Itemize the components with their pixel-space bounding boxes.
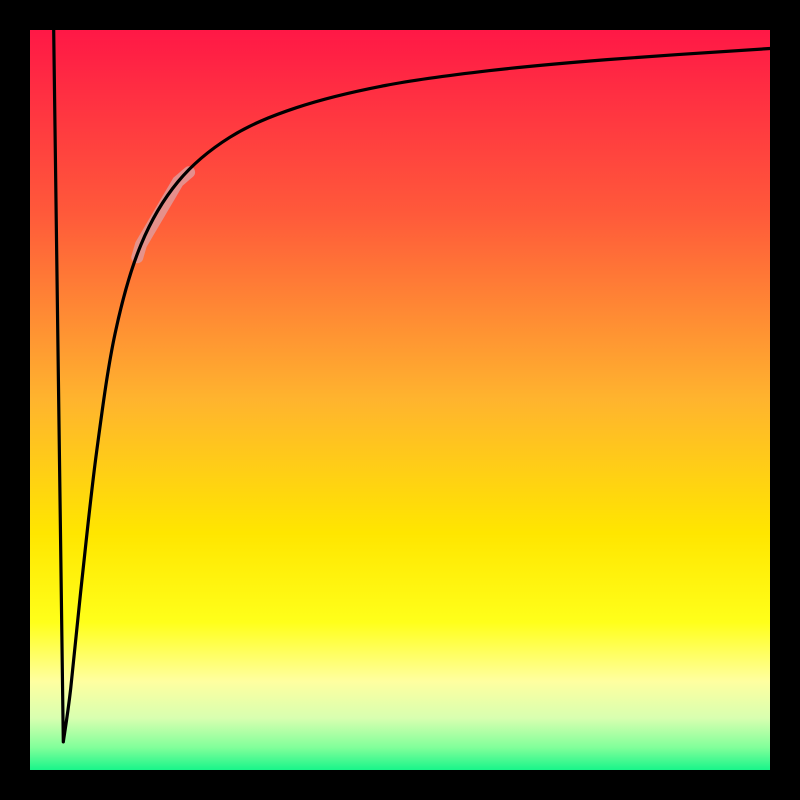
bottleneck-chart bbox=[0, 0, 800, 800]
gradient-background bbox=[30, 30, 770, 770]
chart-svg bbox=[0, 0, 800, 800]
